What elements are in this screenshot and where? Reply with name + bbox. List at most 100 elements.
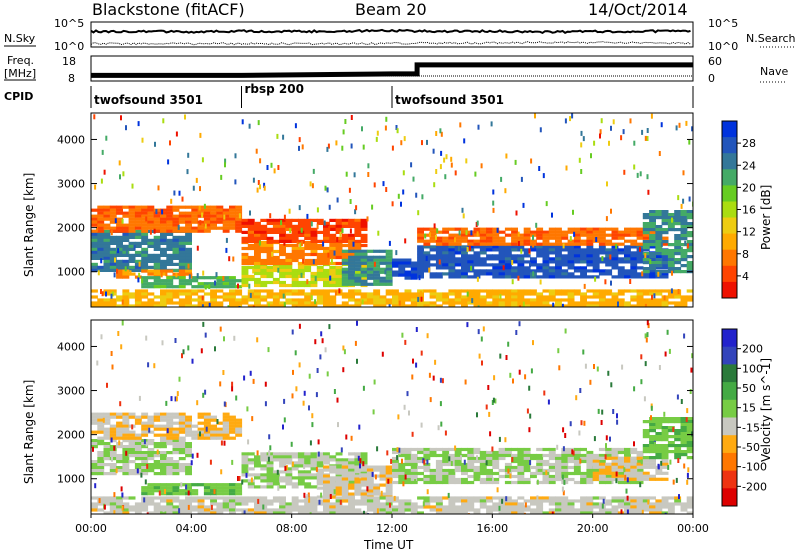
heatmap-cell bbox=[467, 468, 475, 473]
heatmap-speck bbox=[361, 299, 364, 305]
heatmap-cell bbox=[486, 477, 493, 482]
heatmap-cell bbox=[605, 474, 613, 479]
heatmap-cell bbox=[329, 227, 337, 231]
heatmap-speck bbox=[391, 201, 394, 207]
heatmap-cell bbox=[373, 273, 381, 277]
heatmap-cell bbox=[686, 444, 693, 448]
heatmap-cell bbox=[254, 505, 261, 509]
heatmap-speck bbox=[257, 498, 260, 504]
heatmap-cell bbox=[661, 465, 669, 469]
heatmap-cell bbox=[661, 456, 669, 460]
heatmap-cell bbox=[417, 245, 424, 249]
heatmap-cell bbox=[272, 295, 280, 299]
heatmap-speck bbox=[245, 472, 248, 478]
heatmap-cell bbox=[247, 458, 255, 462]
heatmap-cell bbox=[185, 214, 192, 218]
heatmap-cell bbox=[504, 275, 512, 279]
colorbar-tick-label: 200 bbox=[742, 343, 763, 356]
heatmap-cell bbox=[642, 225, 650, 229]
heatmap-cell bbox=[166, 451, 174, 455]
heatmap-cell bbox=[97, 253, 105, 257]
heatmap-speck bbox=[353, 172, 356, 178]
heatmap-cell bbox=[442, 511, 450, 514]
heatmap-cell bbox=[686, 243, 693, 247]
heatmap-speck bbox=[505, 153, 508, 159]
heatmap-cell bbox=[128, 436, 136, 440]
heatmap-cell bbox=[385, 474, 393, 478]
heatmap-cell bbox=[674, 249, 682, 253]
heatmap-cell bbox=[655, 420, 663, 424]
heatmap-cell bbox=[97, 226, 105, 230]
heatmap-cell bbox=[109, 220, 117, 224]
heatmap-cell bbox=[605, 292, 613, 296]
heatmap-cell bbox=[417, 496, 424, 500]
heatmap-cell bbox=[185, 508, 192, 512]
heatmap-cell bbox=[335, 261, 343, 266]
heatmap-cell bbox=[479, 260, 487, 264]
heatmap-cell bbox=[573, 236, 581, 240]
heatmap-cell bbox=[598, 453, 606, 458]
heatmap-speck bbox=[393, 495, 396, 501]
heatmap-cell bbox=[160, 505, 167, 509]
heatmap-cell bbox=[297, 280, 305, 285]
heatmap-cell bbox=[448, 257, 456, 261]
heatmap-cell bbox=[630, 502, 638, 506]
heatmap-cell bbox=[247, 499, 255, 503]
heatmap-cell bbox=[203, 412, 211, 416]
heatmap-cell bbox=[178, 298, 186, 302]
heatmap-cell bbox=[392, 499, 399, 503]
heatmap-cell bbox=[542, 295, 550, 299]
heatmap-cell bbox=[373, 465, 381, 469]
heatmap-cell bbox=[548, 260, 556, 264]
heatmap-cell bbox=[404, 261, 412, 265]
heatmap-speck bbox=[626, 477, 629, 483]
heatmap-cell bbox=[203, 285, 211, 289]
heatmap-cell bbox=[329, 495, 337, 499]
heatmap-cell bbox=[385, 273, 393, 277]
heatmap-cell bbox=[166, 496, 174, 500]
heatmap-speck bbox=[301, 144, 304, 150]
heatmap-cell bbox=[103, 268, 111, 272]
heatmap-cell bbox=[598, 468, 606, 472]
heatmap-cell bbox=[241, 508, 249, 512]
heatmap-cell bbox=[172, 430, 180, 434]
heatmap-cell bbox=[222, 412, 230, 416]
heatmap-cell bbox=[423, 480, 431, 485]
heatmap-cell bbox=[611, 295, 619, 299]
heatmap-cell bbox=[178, 238, 186, 242]
x-tick-label: 00:00 bbox=[677, 522, 709, 535]
heatmap-cell bbox=[486, 263, 493, 267]
heatmap-cell bbox=[191, 276, 199, 280]
heatmap-cell bbox=[642, 432, 650, 436]
heatmap-speck bbox=[686, 472, 689, 478]
heatmap-cell bbox=[323, 239, 330, 243]
heatmap-cell bbox=[134, 289, 142, 293]
heatmap-cell bbox=[379, 279, 387, 283]
heatmap-cell bbox=[655, 417, 663, 421]
heatmap-speck bbox=[671, 270, 673, 276]
heatmap-cell bbox=[341, 511, 349, 514]
colorbar-tick-label: -15 bbox=[742, 421, 760, 434]
heatmap-cell bbox=[435, 471, 443, 476]
heatmap-cell bbox=[153, 415, 161, 419]
heatmap-speck bbox=[258, 240, 261, 246]
heatmap-cell bbox=[160, 223, 167, 227]
heatmap-cell bbox=[304, 218, 312, 222]
heatmap-cell bbox=[379, 471, 387, 475]
heatmap-speck bbox=[220, 469, 223, 475]
heatmap-speck bbox=[223, 440, 226, 446]
heatmap-speck bbox=[610, 125, 612, 131]
heatmap-cell bbox=[310, 249, 318, 254]
heatmap-cell bbox=[392, 273, 399, 277]
heatmap-cell bbox=[454, 289, 462, 293]
heatmap-cell bbox=[122, 427, 130, 431]
heatmap-cell bbox=[160, 486, 167, 490]
heatmap-cell bbox=[504, 505, 512, 509]
heatmap-cell bbox=[97, 205, 105, 209]
heatmap-cell bbox=[649, 444, 656, 448]
heatmap-cell bbox=[354, 511, 362, 514]
heatmap-cell bbox=[185, 211, 192, 215]
heatmap-cell bbox=[555, 275, 562, 279]
heatmap-cell bbox=[348, 273, 355, 277]
